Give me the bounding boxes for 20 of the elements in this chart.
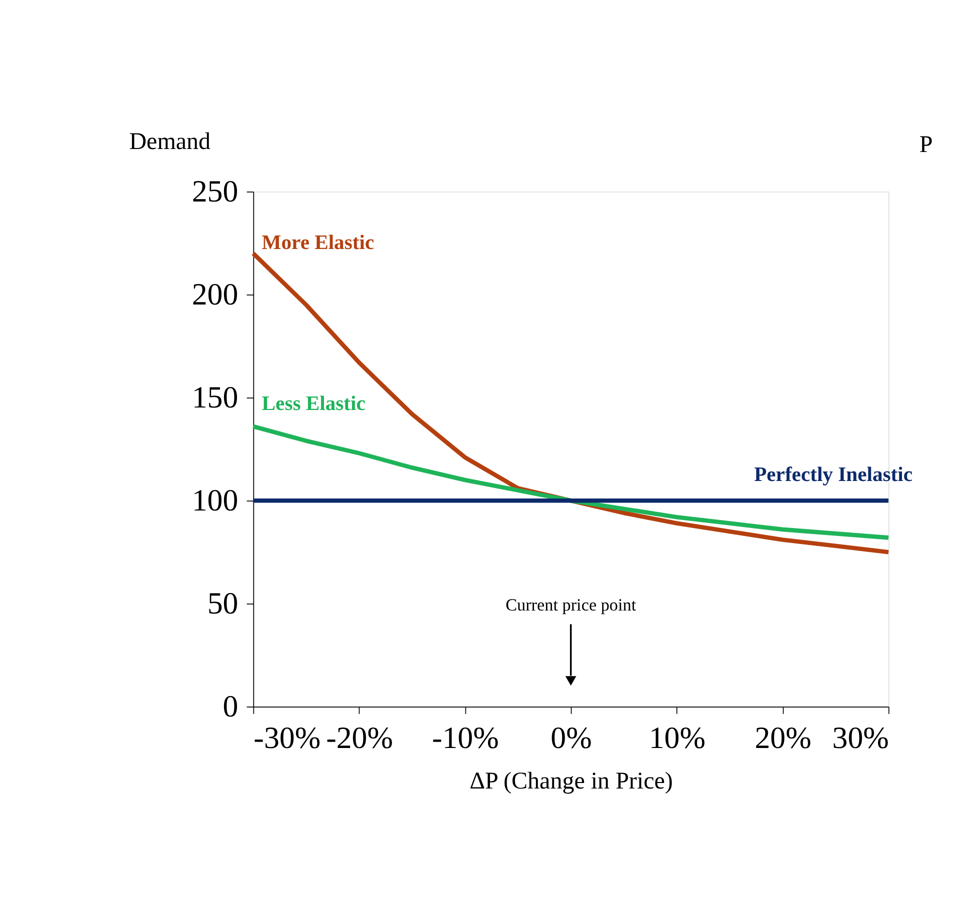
y-tick-label: 200 bbox=[192, 276, 238, 312]
y-tick-label: 250 bbox=[192, 173, 238, 208]
y-tick-label: 50 bbox=[207, 585, 238, 620]
x-tick-label: -10% bbox=[432, 720, 499, 756]
y-tick-label: 0 bbox=[222, 688, 238, 724]
series-label: Less Elastic bbox=[262, 393, 366, 416]
text: P bbox=[919, 132, 933, 158]
series-label: Perfectly Inelastic bbox=[754, 464, 912, 486]
x-tick-label: 10% bbox=[648, 720, 706, 756]
x-axis-title: ΔP (Change in Price) bbox=[470, 768, 673, 795]
x-tick-label: 30% bbox=[832, 720, 889, 756]
annotation: Current price point bbox=[506, 595, 636, 614]
x-tick-label: 20% bbox=[754, 720, 812, 756]
y-tick-label: 150 bbox=[192, 379, 238, 414]
x-tick-label: -30% bbox=[254, 720, 321, 756]
y-tick-label: 100 bbox=[192, 482, 238, 518]
y-axis-title: Demand bbox=[129, 129, 211, 156]
series-label: More Elastic bbox=[262, 232, 374, 254]
x-tick-label: -20% bbox=[326, 720, 393, 756]
x-tick-label: 0% bbox=[550, 720, 592, 756]
